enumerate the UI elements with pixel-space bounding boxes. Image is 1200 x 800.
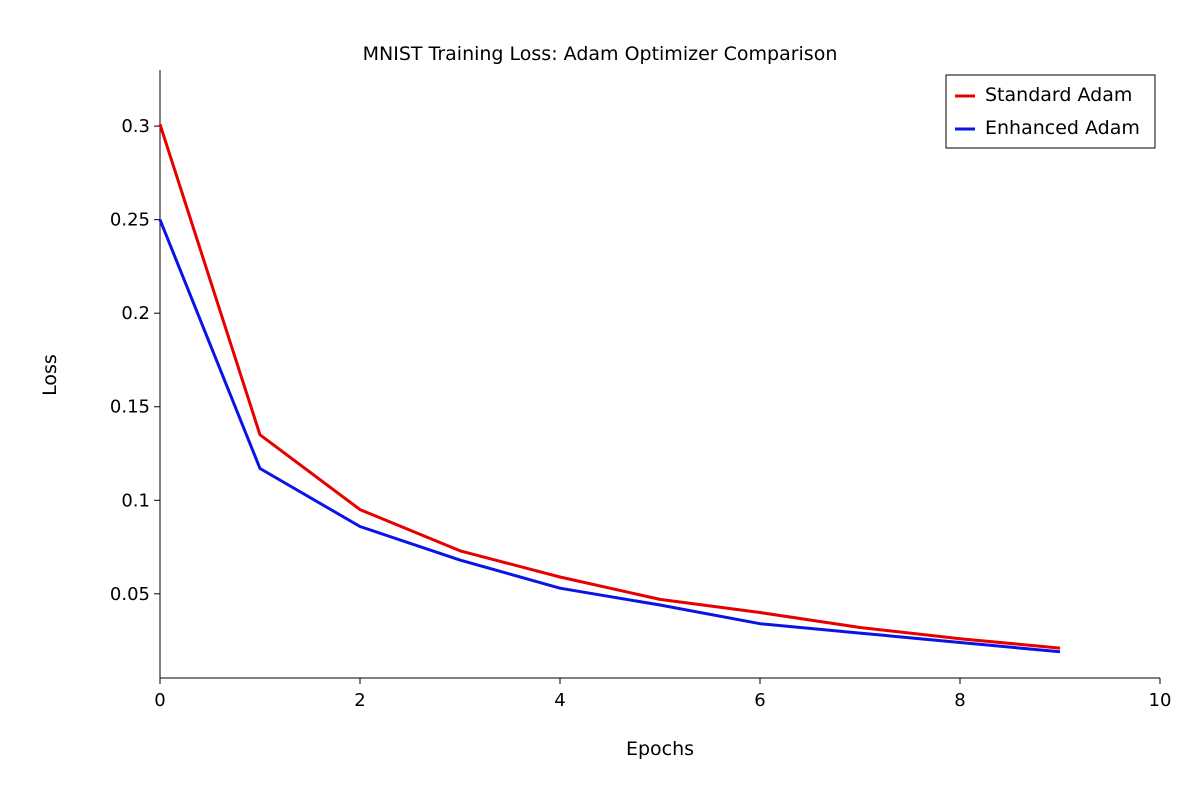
x-axis-label: Epochs [626, 738, 694, 760]
x-tick-label: 4 [554, 690, 565, 711]
legend: Standard Adam Enhanced Adam [945, 74, 1156, 149]
x-tick-label: 2 [354, 690, 365, 711]
y-tick-label: 0.05 [110, 584, 150, 605]
x-tick-label: 6 [754, 690, 765, 711]
y-tick-label: 0.2 [121, 303, 150, 324]
chart-title: MNIST Training Loss: Adam Optimizer Comp… [363, 43, 838, 65]
x-tick-label: 0 [154, 690, 165, 711]
x-axis-ticks: 0 2 4 6 8 10 [154, 678, 1171, 711]
y-tick-label: 0.25 [110, 210, 150, 231]
legend-label-standard-adam: Standard Adam [985, 84, 1132, 106]
y-tick-label: 0.1 [121, 490, 150, 511]
series-lines [158, 123, 1061, 654]
series-line-enhanced-adam [158, 219, 1061, 654]
x-tick-label: 8 [954, 690, 965, 711]
y-tick-label: 0.15 [110, 397, 150, 418]
x-tick-label: 10 [1149, 690, 1172, 711]
y-axis-ticks: 0.05 0.1 0.15 0.2 0.25 0.3 [110, 116, 160, 605]
legend-label-enhanced-adam: Enhanced Adam [985, 117, 1140, 139]
series-line-standard-adam [158, 123, 1061, 650]
y-tick-label: 0.3 [121, 116, 150, 137]
legend-box [945, 74, 1156, 149]
y-axis-label: Loss [39, 354, 61, 396]
